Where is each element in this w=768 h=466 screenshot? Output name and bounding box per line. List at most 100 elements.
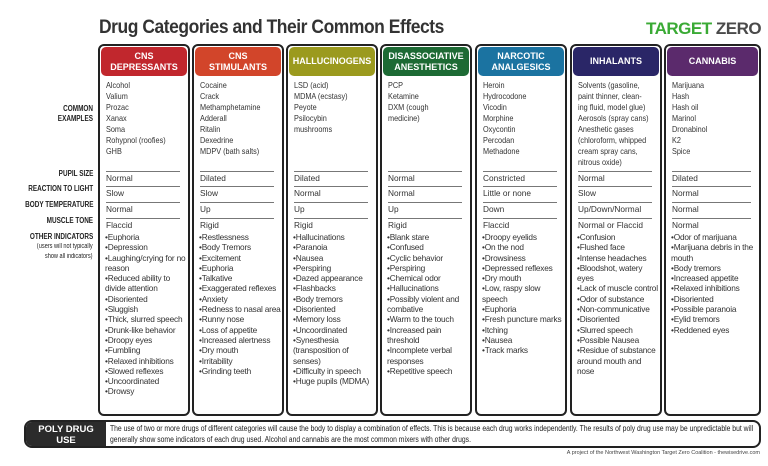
- other-indicators-list: •Blank stare •Confused •Cyclic behavior •Pe…: [387, 232, 469, 376]
- indicator-item: •Confused: [387, 242, 424, 253]
- indicator-item: •Relaxed inhibitions: [105, 355, 174, 366]
- indicator-item: •Increased alertness: [199, 334, 271, 345]
- temp-value: Up: [294, 202, 368, 215]
- indicator-item: •Perspiring: [293, 262, 332, 273]
- label-pupil-size: PUPIL SIZE: [58, 169, 93, 178]
- indicator-item: •Itching: [482, 324, 508, 335]
- indicator-item: •Fumbling: [105, 345, 141, 356]
- indicator-item: •Relaxed inhibitions: [671, 283, 740, 294]
- indicator-item: •Non-communicative: [577, 304, 650, 315]
- indicator-item: •On the nod: [482, 242, 524, 253]
- indicator-item: •Chemical odor: [387, 273, 441, 284]
- other-indicators-list: •Confusion •Flushed face •Intense headache…: [577, 232, 659, 376]
- indicator-item: •Possible Nausea: [577, 334, 639, 345]
- indicator-item: •Body Tremors: [199, 242, 251, 253]
- poly-drug-use-text: The use of two or more drugs of differen…: [110, 424, 754, 444]
- indicator-item: •Difficulty in speech: [293, 365, 361, 376]
- indicator-item: •Perspiring: [387, 262, 426, 273]
- indicator-item: •Disoriented: [293, 304, 336, 315]
- reaction-value: Normal: [294, 186, 368, 199]
- muscle-value: Rigid: [200, 218, 274, 231]
- indicator-item: •Lack of muscle control: [577, 283, 658, 294]
- indicator-item: •Increased appetite: [671, 273, 739, 284]
- indicator-item: •Synesthesia (transposition of senses): [293, 334, 349, 366]
- indicator-item: •Disoriented: [671, 293, 714, 304]
- drug-category-column: NARCOTIC ANALGESICS Heroin Hydrocodone Vi…: [475, 44, 567, 416]
- muscle-value: Normal: [672, 218, 751, 231]
- category-header: CANNABIS: [667, 47, 758, 76]
- label-other-note: show all indicators): [45, 253, 93, 260]
- drug-category-column: INHALANTS Solvents (gasoline, paint thinn…: [570, 44, 662, 416]
- indicator-item: •Depression: [105, 242, 148, 253]
- label-reaction-to-light: REACTION TO LIGHT: [28, 184, 93, 193]
- indicator-item: •Flushed face: [577, 242, 625, 253]
- label-other-indicators: OTHER INDICATORS: [29, 232, 93, 241]
- common-examples: Marijuana Hash Hash oil Marinol Dronabin…: [672, 80, 708, 156]
- other-indicators-list: •Hallucinations •Paranoia •Nausea •Perspiri…: [293, 232, 375, 386]
- indicator-item: •Dazed appearance: [293, 273, 363, 284]
- category-header: DISASSOCIATIVE ANESTHETICS: [383, 47, 469, 76]
- common-examples: Alcohol Valium Prozac Xanax Soma Rohypno…: [106, 80, 166, 156]
- indicator-item: •Residue of substance around mouth and n…: [577, 345, 656, 376]
- category-header: NARCOTIC ANALGESICS: [478, 47, 564, 76]
- pupil-value: Constricted: [483, 171, 557, 184]
- indicator-item: •Warm to the touch: [387, 314, 454, 325]
- category-header: CNS DEPRESSANTS: [101, 47, 187, 76]
- muscle-value: Flaccid: [106, 218, 180, 231]
- pupil-value: Normal: [106, 171, 180, 184]
- indicator-item: •Laughing/crying for no reason: [105, 252, 186, 273]
- indicator-item: •Euphoria: [105, 232, 140, 242]
- indicator-item: •Odor of substance: [577, 293, 645, 304]
- indicator-item: •Marijuana debris in the mouth: [671, 242, 754, 263]
- indicator-item: •Talkative: [199, 273, 233, 284]
- indicator-item: •Hallucinations: [293, 232, 345, 242]
- indicator-item: •Slowed reflexes: [105, 365, 164, 376]
- indicator-item: •Fresh puncture marks: [482, 314, 562, 325]
- indicator-item: •Memory loss: [293, 314, 341, 325]
- temp-value: Up: [200, 202, 274, 215]
- indicator-item: •Bloodshot, watery eyes: [577, 262, 643, 284]
- reaction-value: Slow: [106, 186, 180, 199]
- indicator-item: •Paranoia: [293, 242, 328, 253]
- label-other-note: (users will not typically: [37, 243, 93, 250]
- indicator-item: •Possible paranoia: [671, 304, 737, 315]
- poly-drug-use-box: POLY DRUG USE The use of two or more dru…: [24, 420, 761, 448]
- indicator-item: •Loss of appetite: [199, 324, 258, 335]
- common-examples: Heroin Hydrocodone Vicodin Morphine Oxyc…: [483, 80, 527, 156]
- category-header: INHALANTS: [573, 47, 659, 76]
- indicator-item: •Grinding teeth: [199, 365, 252, 376]
- reaction-value: Normal: [672, 186, 751, 199]
- indicator-item: •Droopy eyelids: [482, 232, 537, 242]
- indicator-item: •Excitement: [199, 252, 241, 263]
- indicator-item: •Drunk-like behavior: [105, 324, 176, 335]
- indicator-item: •Anxiety: [199, 293, 228, 304]
- indicator-item: •Depressed reflexes: [482, 262, 553, 273]
- indicator-item: •Thick, slurred speech: [105, 314, 183, 325]
- indicator-item: •Flashbacks: [293, 283, 336, 294]
- indicator-item: •Repetitive speech: [387, 365, 453, 376]
- indicator-item: •Disoriented: [577, 314, 620, 325]
- indicator-item: •Odor of marijuana: [671, 232, 737, 242]
- indicator-item: •Droopy eyes: [105, 334, 153, 345]
- indicator-item: •Blank stare: [387, 232, 430, 242]
- temp-value: Normal: [672, 202, 751, 215]
- indicator-item: •Body tremors: [293, 293, 343, 304]
- indicator-item: •Slurred speech: [577, 324, 633, 335]
- temp-value: Normal: [106, 202, 180, 215]
- common-examples: Cocaine Crack Methamphetamine Adderall R…: [200, 80, 261, 156]
- common-examples: PCP Ketamine DXM (cough medicine): [388, 80, 429, 123]
- pupil-value: Dilated: [672, 171, 751, 184]
- indicator-item: •Drowsy: [105, 386, 135, 397]
- target-zero-logo: TARGET ZERO: [646, 19, 762, 38]
- pupil-value: Normal: [388, 171, 462, 184]
- temp-value: Down: [483, 202, 557, 215]
- muscle-value: Flaccid: [483, 218, 557, 231]
- page-title: Drug Categories and Their Common Effects: [99, 17, 444, 38]
- common-examples: Solvents (gasoline, paint thinner, clean…: [578, 80, 649, 167]
- drug-category-column: HALLUCINOGENS LSD (acid) MDMA (ecstasy) P…: [286, 44, 378, 416]
- indicator-item: •Uncoordinated: [293, 324, 348, 335]
- drug-category-column: CNS DEPRESSANTS Alcohol Valium Prozac Xan…: [98, 44, 190, 416]
- pupil-value: Dilated: [200, 171, 274, 184]
- muscle-value: Normal or Flaccid: [578, 218, 652, 231]
- pupil-value: Dilated: [294, 171, 368, 184]
